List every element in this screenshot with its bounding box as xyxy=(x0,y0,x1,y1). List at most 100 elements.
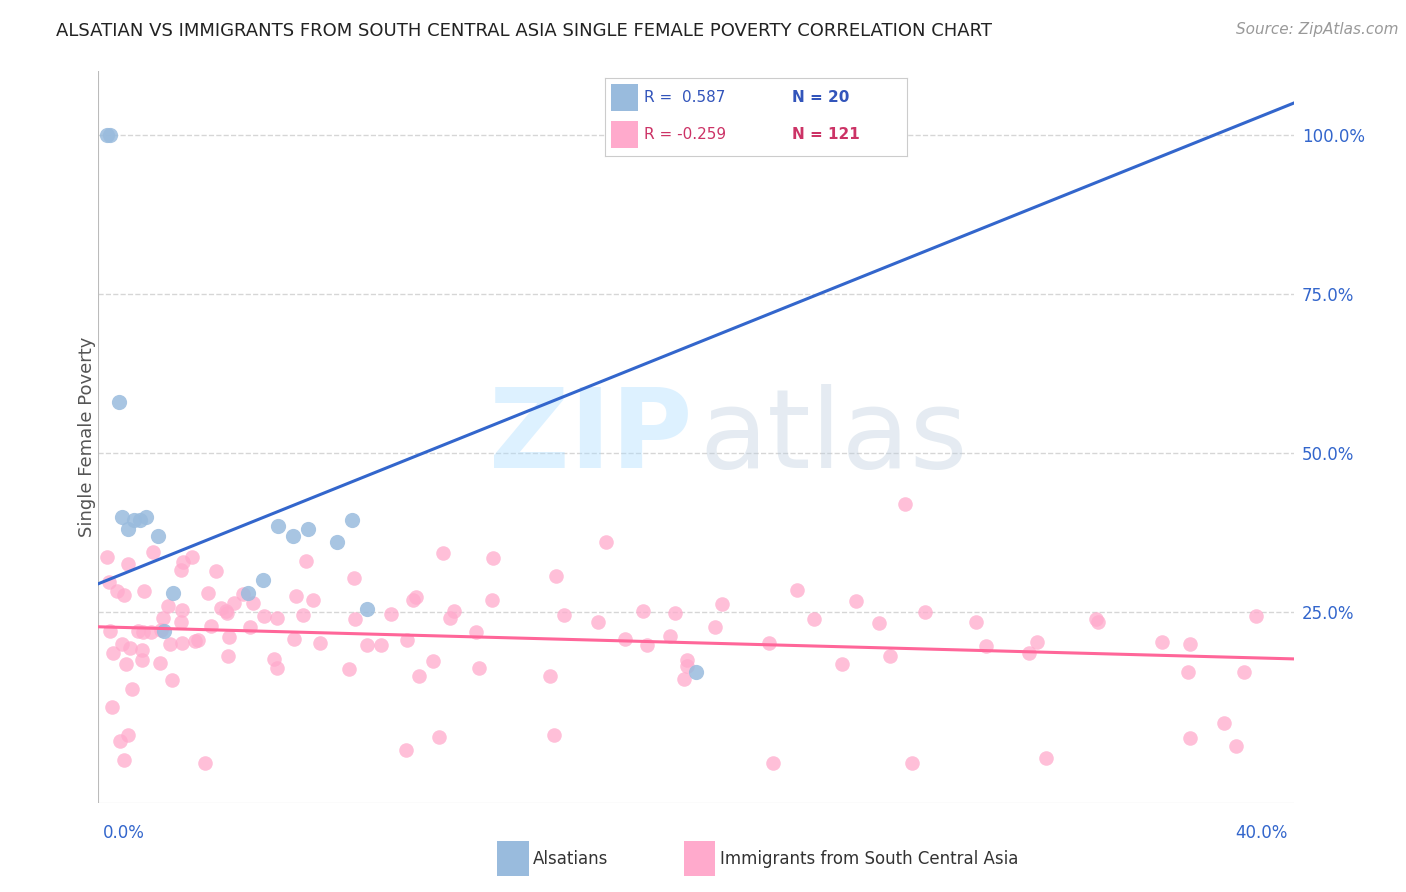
Point xyxy=(135,509,157,524)
Point xyxy=(281,529,304,543)
Point xyxy=(194,756,217,770)
Point xyxy=(291,608,314,623)
Point xyxy=(356,602,378,616)
Point xyxy=(283,632,305,647)
Point xyxy=(98,624,121,639)
Point xyxy=(263,652,285,666)
Point xyxy=(613,632,636,646)
Point xyxy=(108,395,131,409)
Point xyxy=(664,607,686,621)
Text: atlas: atlas xyxy=(700,384,969,491)
Y-axis label: Single Female Poverty: Single Female Poverty xyxy=(79,337,96,537)
Point xyxy=(408,669,430,683)
Point xyxy=(115,657,138,672)
Point xyxy=(118,640,141,655)
Point xyxy=(405,591,427,605)
Point xyxy=(339,662,361,676)
Text: 0.0%: 0.0% xyxy=(103,824,145,842)
Point xyxy=(253,608,276,623)
Point xyxy=(117,728,139,742)
Text: 40.0%: 40.0% xyxy=(1236,824,1288,842)
Point xyxy=(121,682,143,697)
Point xyxy=(162,586,184,600)
Point xyxy=(370,638,392,652)
Text: ALSATIAN VS IMMIGRANTS FROM SOUTH CENTRAL ASIA SINGLE FEMALE POVERTY CORRELATION: ALSATIAN VS IMMIGRANTS FROM SOUTH CENTRA… xyxy=(56,22,993,40)
Point xyxy=(845,594,868,608)
Point xyxy=(786,582,808,597)
Point xyxy=(101,647,124,661)
Point xyxy=(96,128,118,142)
Point xyxy=(481,592,503,607)
Point xyxy=(170,563,193,577)
Point xyxy=(553,607,575,622)
Point xyxy=(152,611,174,625)
Point xyxy=(124,513,146,527)
Point xyxy=(117,522,139,536)
Point xyxy=(586,615,609,629)
Point xyxy=(538,669,561,683)
Point xyxy=(114,753,136,767)
Point xyxy=(297,522,319,536)
Point xyxy=(1035,751,1057,765)
Point xyxy=(108,734,131,748)
Point xyxy=(184,633,207,648)
Point xyxy=(762,756,785,770)
Point xyxy=(914,605,936,619)
Text: ZIP: ZIP xyxy=(489,384,692,491)
Point xyxy=(294,554,316,568)
Text: Immigrants from South Central Asia: Immigrants from South Central Asia xyxy=(720,849,1018,868)
Point xyxy=(224,596,246,610)
Point xyxy=(105,584,128,599)
Point xyxy=(96,550,118,565)
Point xyxy=(149,656,172,670)
Point xyxy=(127,624,149,639)
Point xyxy=(169,615,191,630)
Point xyxy=(631,604,654,618)
Point xyxy=(1025,635,1047,649)
Point xyxy=(266,661,288,675)
Point xyxy=(215,607,238,621)
Point xyxy=(170,636,193,650)
Point xyxy=(309,636,332,650)
Point xyxy=(236,586,259,600)
Point xyxy=(131,643,153,657)
Point xyxy=(1233,665,1256,680)
Point xyxy=(141,624,163,639)
Point xyxy=(301,592,323,607)
Point xyxy=(217,648,239,663)
Point xyxy=(117,557,139,571)
Point xyxy=(543,728,565,742)
Point xyxy=(544,569,567,583)
Point xyxy=(160,673,183,687)
Point xyxy=(894,497,917,511)
Text: N = 121: N = 121 xyxy=(792,127,859,142)
Point xyxy=(114,588,136,602)
Point xyxy=(443,604,465,618)
Point xyxy=(111,637,134,651)
Point xyxy=(218,631,240,645)
Point xyxy=(153,624,176,638)
Point xyxy=(132,625,155,640)
Point xyxy=(595,535,617,549)
Point xyxy=(676,659,699,673)
Point xyxy=(1150,635,1173,649)
Point xyxy=(172,555,194,569)
Text: Source: ZipAtlas.com: Source: ZipAtlas.com xyxy=(1236,22,1399,37)
Bar xyxy=(498,841,529,876)
Point xyxy=(343,571,366,585)
Point xyxy=(129,513,152,527)
Point xyxy=(148,529,170,543)
Point xyxy=(711,598,734,612)
Point xyxy=(465,624,488,639)
Point xyxy=(380,607,402,621)
Point xyxy=(900,756,922,770)
Point xyxy=(356,638,378,652)
Text: R =  0.587: R = 0.587 xyxy=(644,90,725,105)
Point xyxy=(267,519,290,533)
Point xyxy=(395,743,418,757)
Point xyxy=(659,629,682,643)
Point xyxy=(868,615,890,630)
Bar xyxy=(610,120,638,148)
Bar xyxy=(610,84,638,112)
Point xyxy=(132,584,155,599)
